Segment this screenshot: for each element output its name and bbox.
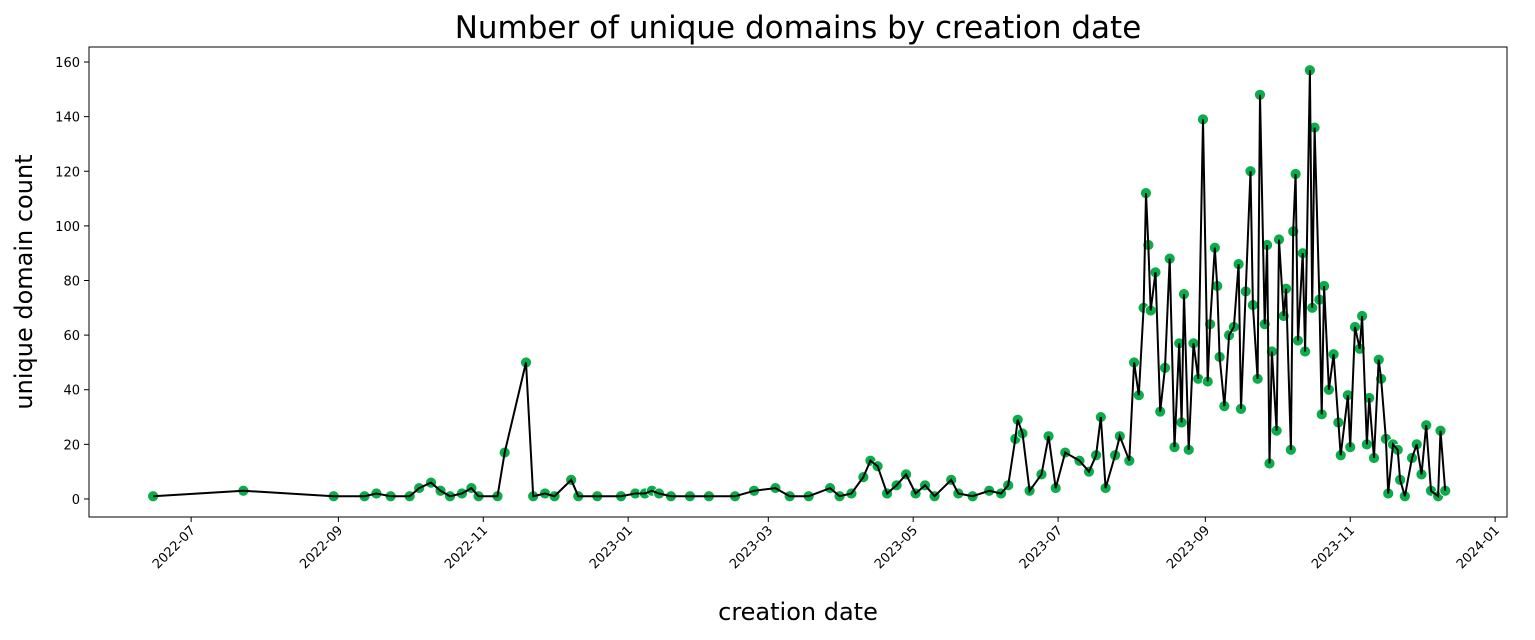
y-tick-label: 80 [63, 274, 80, 289]
y-tick-label: 40 [63, 384, 80, 399]
y-tick-label: 0 [72, 493, 80, 508]
x-tick-label: 2023-03 [727, 523, 776, 572]
chart-title: Number of unique domains by creation dat… [455, 10, 1142, 46]
x-tick-label: 2024-01 [1454, 523, 1503, 572]
y-axis-label: unique domain count [10, 154, 38, 409]
y-tick-label: 140 [55, 111, 80, 126]
y-tick-label: 100 [55, 220, 80, 235]
y-tick-label: 20 [63, 438, 80, 453]
plot-frame [88, 46, 1508, 518]
x-tick-label: 2023-05 [872, 523, 921, 572]
y-tick-label: 120 [55, 165, 80, 180]
x-axis-label: creation date [718, 598, 878, 626]
y-tick-label: 60 [63, 329, 80, 344]
x-tick-label: 2023-01 [587, 523, 636, 572]
x-tick-label: 2023-07 [1017, 523, 1066, 572]
x-tick-label: 2022-07 [150, 523, 199, 572]
x-tick-label: 2022-11 [442, 523, 491, 572]
series-line [153, 70, 1447, 499]
x-tick-label: 2023-09 [1164, 523, 1213, 572]
y-tick-label: 160 [55, 56, 80, 71]
x-tick-label: 2023-11 [1309, 523, 1358, 572]
x-tick-label: 2022-09 [297, 523, 346, 572]
